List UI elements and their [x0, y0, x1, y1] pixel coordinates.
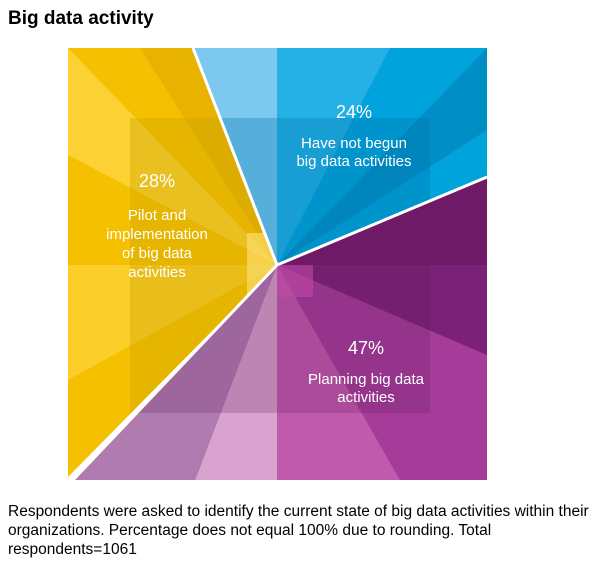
- pilot-label-line-4: activities: [128, 264, 186, 281]
- pilot-percent-label: 28%: [139, 171, 175, 191]
- footnote: Respondents were asked to identify the c…: [8, 503, 589, 558]
- not-begun-label-line-1: Have not begun: [301, 135, 407, 152]
- pilot-label-line-2: implementation: [106, 226, 208, 243]
- pie-chart: 28% Pilot and implementation of big data…: [68, 47, 488, 482]
- pilot-label-line-3: of big data: [122, 245, 193, 262]
- planning-label-line-1: Planning big data: [308, 371, 425, 388]
- planning-label-line-2: activities: [337, 389, 395, 406]
- pilot-label-line-1: Pilot and: [128, 207, 186, 224]
- chart-title: Big data activity: [8, 8, 154, 29]
- not-begun-label-line-2: big data activities: [296, 153, 411, 170]
- planning-percent-label: 47%: [348, 338, 384, 358]
- not-begun-percent-label: 24%: [336, 102, 372, 122]
